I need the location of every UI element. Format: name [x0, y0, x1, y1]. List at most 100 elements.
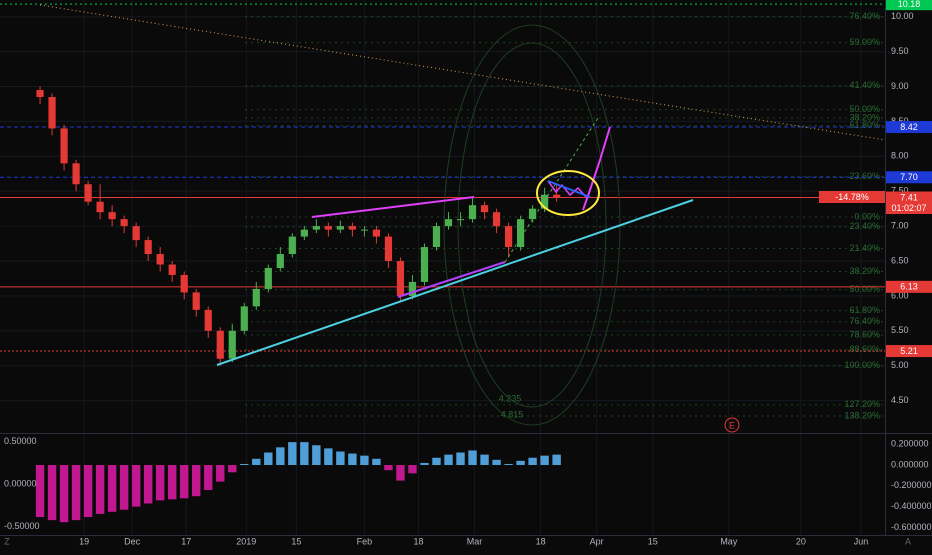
y-tick-label: 6.50 — [891, 255, 909, 265]
y-tick-label: 7.00 — [891, 220, 909, 230]
candle-body — [48, 97, 56, 129]
y-tick-label: 5.50 — [891, 325, 909, 335]
histogram-bar — [528, 457, 537, 466]
y-tick-label: -0.600000 — [891, 522, 932, 532]
countdown-box — [886, 202, 932, 214]
histogram-bar — [119, 465, 129, 510]
histogram-bar — [143, 465, 153, 504]
y-tick-label: 0.200000 — [891, 439, 929, 449]
candle-body — [300, 229, 308, 237]
x-tick-label: 15 — [648, 536, 658, 546]
ellipse — [457, 42, 607, 408]
histogram-bar — [252, 458, 261, 466]
candle-body — [36, 90, 44, 98]
y-tick-label: 10.00 — [891, 11, 914, 21]
histogram-bar — [372, 458, 381, 466]
x-tick-label: Apr — [590, 536, 604, 546]
histogram-bar — [540, 455, 549, 466]
trend-line — [216, 199, 694, 366]
histogram-bar — [155, 465, 165, 501]
price-label: 6.13 — [900, 282, 918, 292]
candle-body — [252, 288, 260, 307]
candle-body — [348, 226, 357, 230]
scale-button[interactable]: A — [905, 536, 911, 546]
candle-body — [480, 205, 489, 213]
histogram-bar — [276, 447, 285, 466]
candle-body — [336, 226, 344, 230]
y-tick-label: -0.400000 — [891, 501, 932, 511]
histogram-bar — [47, 465, 57, 521]
histogram-bar — [167, 465, 177, 500]
candle-body — [396, 261, 405, 296]
candle-body — [504, 226, 513, 248]
candle-body — [144, 240, 152, 255]
y-tick-label: 8.00 — [891, 151, 909, 161]
y-tick-label: 9.00 — [891, 81, 909, 91]
change-label: -14.78% — [835, 192, 869, 202]
candle-body — [372, 229, 381, 237]
y-tick-label: 4.50 — [891, 395, 909, 405]
histogram-bar — [360, 455, 369, 466]
histogram-bar — [71, 465, 81, 521]
fib-label: 38.20% — [849, 112, 880, 122]
candle-body — [168, 264, 176, 275]
histogram-bar — [348, 453, 357, 466]
candle-body — [456, 219, 465, 221]
x-tick-label: 18 — [536, 536, 546, 546]
candle-body — [180, 274, 188, 293]
trend-line — [311, 196, 475, 218]
fib-label: 61.80% — [849, 305, 880, 315]
histogram-bar — [288, 442, 297, 466]
fib-label: 41.40% — [849, 80, 880, 90]
histogram-bar — [468, 450, 477, 466]
price-label: 10.18 — [898, 0, 921, 9]
x-tick-label: 20 — [796, 536, 806, 546]
candle-body — [492, 212, 501, 227]
x-tick-label: Dec — [124, 536, 141, 546]
candle-body — [528, 208, 537, 220]
fib-label: 61.80% — [849, 120, 880, 130]
candle-body — [384, 236, 393, 262]
fib-label: 38.20% — [849, 266, 880, 276]
fib-label: 127.20% — [844, 399, 880, 409]
histogram-bar — [492, 459, 501, 466]
candles — [36, 86, 561, 366]
y2-tick-label: 0.50000 — [4, 436, 37, 446]
y-tick-label: 9.50 — [891, 46, 909, 56]
candle-body — [408, 281, 417, 296]
histogram-bar — [408, 465, 417, 474]
y-tick-label: 8.50 — [891, 116, 909, 126]
projection — [504, 117, 599, 263]
price-box — [886, 345, 932, 358]
histogram-bar — [552, 454, 561, 466]
fib-label: 88.60% — [849, 344, 880, 354]
price-label: 8.42 — [900, 122, 918, 132]
histogram-bar — [131, 465, 141, 507]
scale-button[interactable]: Z — [4, 536, 10, 546]
candle-body — [192, 292, 200, 310]
candle-body — [420, 247, 429, 282]
candle-body — [204, 309, 212, 331]
histogram-bar — [107, 465, 117, 512]
histogram-bar — [384, 465, 393, 471]
fib-label: 23.60% — [849, 171, 880, 181]
histogram-bar — [192, 465, 201, 497]
price-box — [886, 0, 932, 11]
trend-line — [547, 180, 591, 198]
candle-body — [360, 229, 369, 231]
earnings-label[interactable]: E — [729, 420, 735, 430]
candle-body — [553, 194, 561, 198]
y2-tick-label: 0.00000 — [4, 478, 37, 488]
candle-body — [108, 212, 116, 220]
histogram-bar — [444, 454, 453, 466]
price-label: 7.70 — [900, 172, 918, 182]
price-box — [886, 171, 932, 184]
candle-body — [84, 184, 92, 202]
price-box — [886, 280, 932, 293]
histogram-bar — [59, 465, 69, 523]
fib-levels: 76.40%59.00%41.40%50.00%38.20%61.80%23.6… — [0, 3, 885, 420]
histogram-bar — [432, 457, 441, 466]
candle-body — [96, 201, 104, 213]
earnings-marker[interactable] — [724, 417, 740, 433]
candle-body — [72, 163, 80, 185]
